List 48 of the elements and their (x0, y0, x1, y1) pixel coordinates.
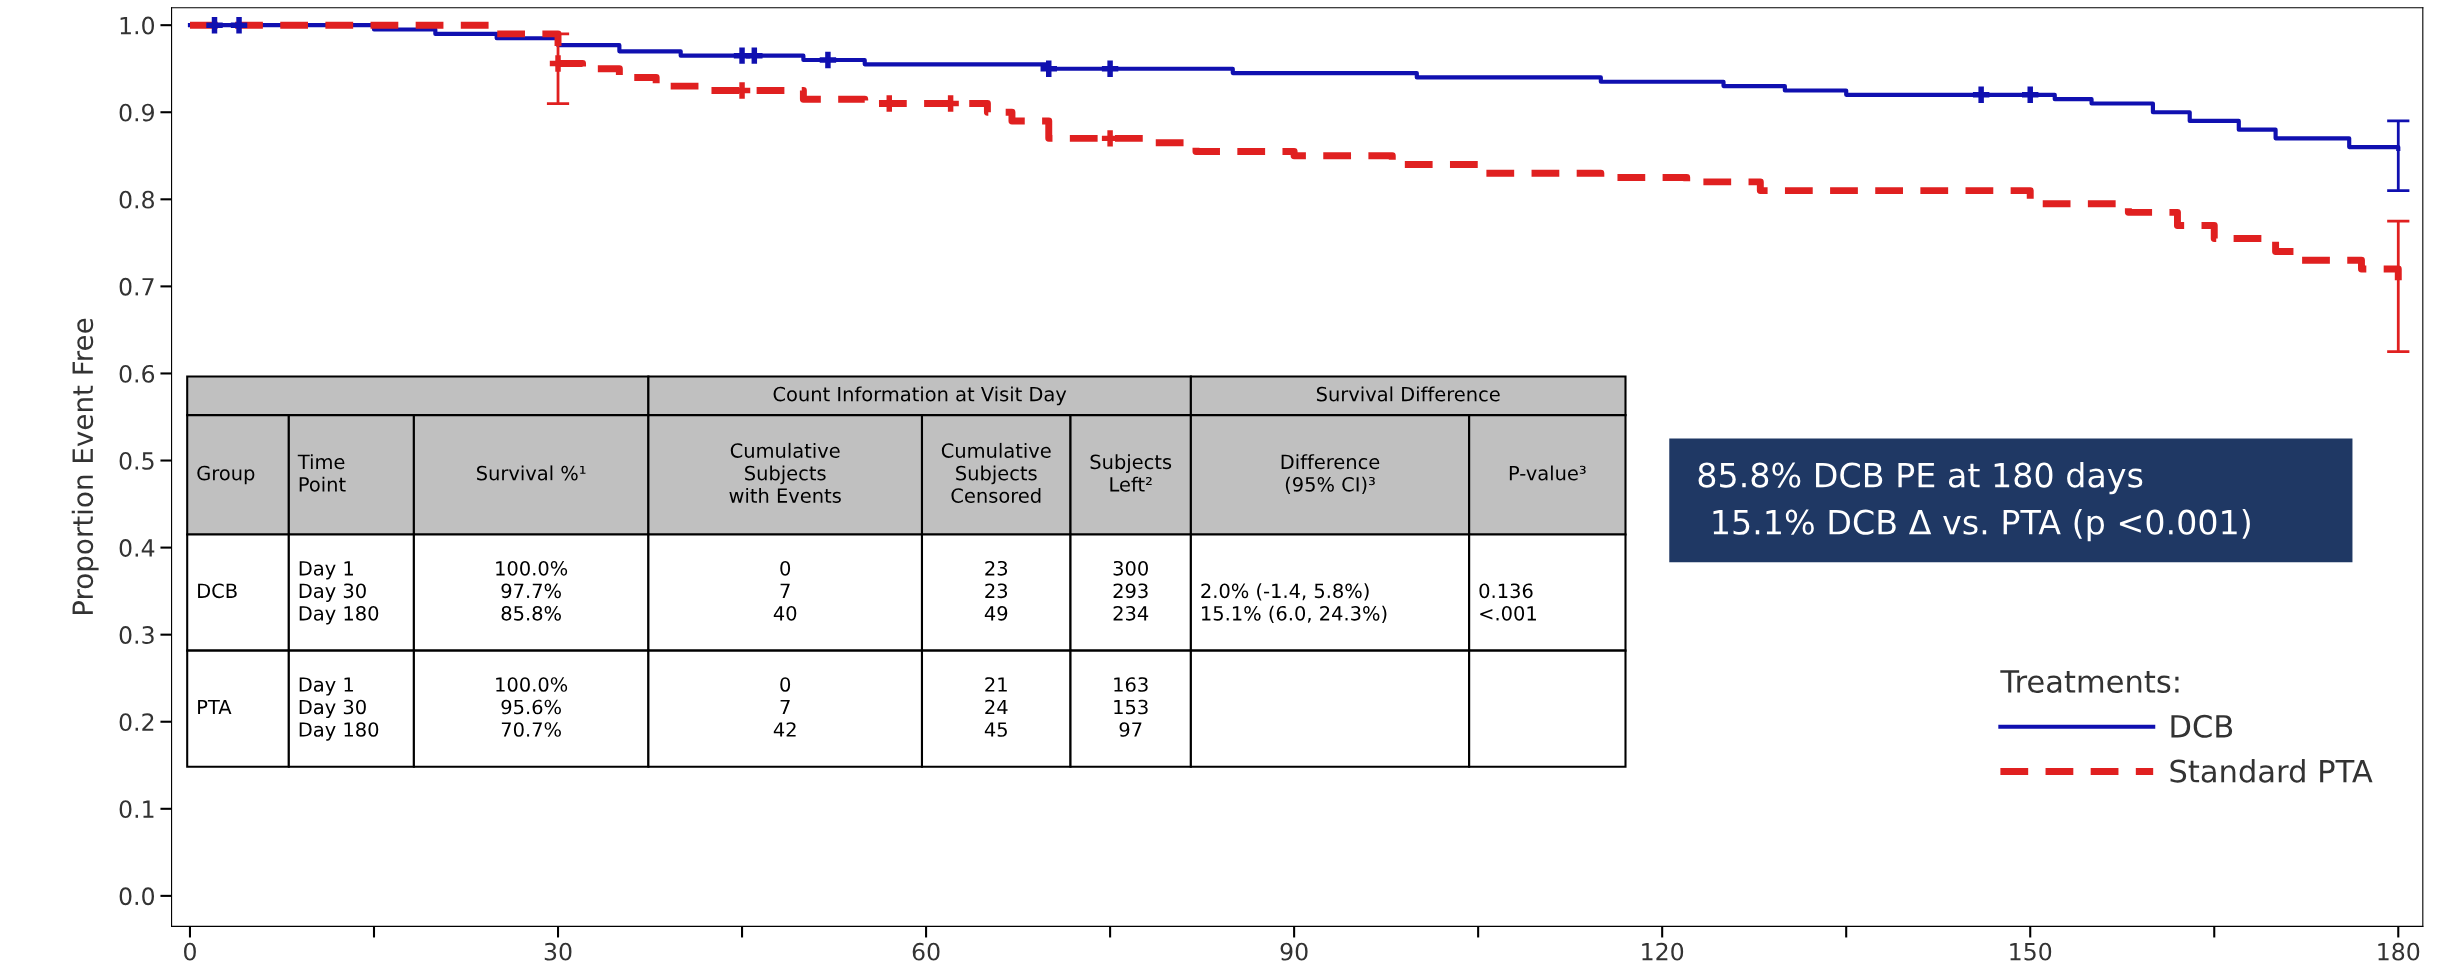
annotation: Cumulative Subjects with Events (729, 442, 841, 503)
annotation: Time Point (297, 454, 346, 492)
annotation: Survival Difference (1316, 386, 1500, 402)
x-tick-label: 90 (1280, 942, 1308, 961)
annotation: 163 153 97 (1114, 677, 1148, 737)
legend-label: DCB (2171, 714, 2233, 738)
annotation: Day 1 Day 30 Day 180 (299, 561, 379, 625)
y-tick-label: 0.4 (119, 539, 155, 557)
y-tick-label: 0.7 (119, 277, 154, 296)
legend-title: Treatments: (2000, 670, 2179, 693)
annotation: 100.0% 97.7% 85.8% (496, 560, 568, 621)
annotation: 85.8% DCB PE at 180 days (1698, 461, 2143, 495)
annotation: Count Information at Visit Day (773, 386, 1067, 406)
annotation: Cumulative Subjects Censored (941, 442, 1051, 503)
x-tick-label: 60 (912, 942, 940, 961)
x-tick-label: 0 (184, 942, 196, 961)
annotation: Survival %¹ (477, 465, 586, 481)
annotation: 23 23 49 (984, 560, 1008, 621)
annotation: 2.0% (-1.4, 5.8%) 15.1% (6.0, 24.3%) (1201, 583, 1387, 623)
annotation: 21 24 45 (984, 677, 1008, 737)
annotation: P-value³ (1509, 465, 1586, 481)
y-tick-label: 1.0 (120, 16, 155, 35)
x-tick-label: 30 (544, 942, 572, 961)
annotation: 300 293 234 (1113, 560, 1149, 621)
y-axis-title: Proportion Event Free (71, 318, 99, 615)
x-tick-label: 120 (1642, 942, 1684, 961)
annotation: Day 1 Day 30 Day 180 (299, 677, 379, 741)
annotation: Difference (95% CI)³ (1281, 454, 1380, 494)
y-tick-label: 0.0 (119, 887, 155, 906)
annotation: 0 7 40 (773, 560, 797, 621)
annotation: PTA (198, 699, 232, 715)
legend-label: Standard PTA (2170, 759, 2373, 783)
y-tick-label: 0.1 (119, 800, 154, 819)
annotation: 15.1% DCB Δ vs. PTA (p <0.001) (1713, 509, 2250, 542)
x-tick-label: 180 (2378, 942, 2420, 961)
annotation: Subjects Left² (1090, 454, 1172, 492)
y-tick-label: 0.3 (119, 626, 154, 644)
y-tick-label: 0.6 (119, 364, 155, 383)
annotation: 0.136 <.001 (1479, 583, 1536, 621)
x-tick-label: 150 (2010, 942, 2052, 961)
annotation: 100.0% 95.6% 70.7% (496, 677, 568, 737)
y-tick-label: 0.8 (119, 190, 154, 209)
annotation: DCB (198, 583, 237, 599)
y-tick-label: 0.5 (119, 451, 154, 470)
annotation: 0 7 42 (773, 677, 796, 737)
y-tick-label: 0.9 (119, 103, 154, 122)
annotation: Group (197, 465, 255, 485)
y-tick-label: 0.2 (119, 713, 154, 732)
